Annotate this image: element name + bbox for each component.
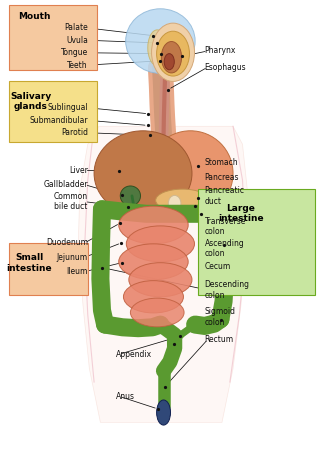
Text: Ileum: Ileum [66,267,88,276]
Text: Liver: Liver [69,166,88,175]
Text: Mouth: Mouth [18,12,50,21]
Text: Pancreatic
duct: Pancreatic duct [204,186,245,206]
Text: Pancreas: Pancreas [204,173,239,182]
Text: Ascending
colon: Ascending colon [204,238,244,258]
Text: Esophagus: Esophagus [204,63,246,72]
Ellipse shape [126,9,195,73]
Text: Common
bile duct: Common bile duct [54,192,88,212]
Text: Rectum: Rectum [204,335,234,344]
Text: Salivary
glands: Salivary glands [10,92,52,111]
Ellipse shape [129,263,192,297]
Text: Small
intestine: Small intestine [6,253,52,273]
Ellipse shape [130,298,184,327]
Text: Uvula: Uvula [66,36,88,45]
FancyBboxPatch shape [198,189,315,295]
Text: Teeth: Teeth [67,61,88,70]
Ellipse shape [148,30,167,66]
Text: Sigmoid
colon: Sigmoid colon [204,307,236,327]
Ellipse shape [123,281,183,313]
Text: Descending
colon: Descending colon [204,280,249,300]
Text: Stomach: Stomach [204,158,238,166]
Ellipse shape [94,131,192,216]
FancyBboxPatch shape [9,5,97,70]
FancyBboxPatch shape [9,81,97,142]
Ellipse shape [119,206,188,244]
Text: Submandibular: Submandibular [29,116,88,125]
Ellipse shape [126,226,195,262]
Text: Cecum: Cecum [204,262,231,271]
Ellipse shape [164,54,174,70]
Text: Duodenum: Duodenum [46,238,88,248]
Ellipse shape [156,189,209,212]
Text: Large
intestine: Large intestine [218,204,264,224]
Ellipse shape [152,23,195,81]
Ellipse shape [148,131,233,216]
Text: Palate: Palate [64,23,88,32]
Ellipse shape [157,400,170,425]
Text: Sublingual: Sublingual [47,103,88,112]
Ellipse shape [161,41,182,73]
Text: Parotid: Parotid [61,128,88,137]
Ellipse shape [168,195,181,212]
Ellipse shape [120,186,140,206]
Text: Pharynx: Pharynx [204,46,236,55]
Text: Transverse
colon: Transverse colon [204,217,246,237]
Text: Tongue: Tongue [61,48,88,57]
Text: Jejunum: Jejunum [57,253,88,262]
Ellipse shape [157,31,189,76]
Ellipse shape [119,244,188,280]
Text: Anus: Anus [116,392,135,401]
FancyBboxPatch shape [9,243,88,295]
Text: Gallbladder: Gallbladder [43,180,88,189]
Polygon shape [78,126,247,423]
Text: Appendix: Appendix [116,350,152,359]
